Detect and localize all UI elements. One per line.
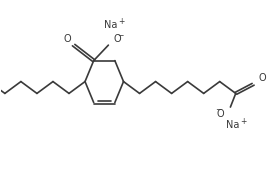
Text: O: O [113,34,121,44]
Text: O: O [64,34,72,44]
Text: +: + [118,17,124,26]
Text: Na: Na [104,20,117,30]
Text: O: O [217,109,225,119]
Text: Na: Na [226,120,240,130]
Text: −: − [117,31,123,40]
Text: −: − [215,105,221,114]
Text: +: + [241,117,247,126]
Text: O: O [258,73,266,83]
